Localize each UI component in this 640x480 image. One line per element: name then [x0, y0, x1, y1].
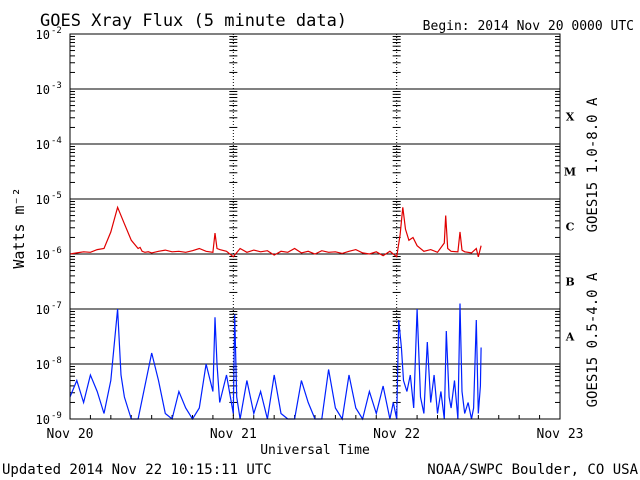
flare-class-label: X — [566, 111, 575, 124]
flare-class-label: B — [565, 276, 574, 289]
gridlines — [70, 34, 560, 419]
y-tick-exponent: -3 — [51, 81, 62, 91]
x-tick-label: Nov 23 — [537, 427, 584, 442]
y-tick-label: 10 — [36, 248, 50, 262]
x-axis-label: Universal Time — [260, 443, 370, 458]
flare-class-label: C — [566, 221, 575, 234]
y-tick-labels: 10-910-810-710-610-510-410-310-2 — [36, 26, 62, 427]
y-tick-exponent: -9 — [51, 411, 62, 421]
series-line-long — [69, 205, 482, 258]
x-tick-label: Nov 20 — [47, 427, 94, 442]
x-tick-label: Nov 22 — [373, 427, 420, 442]
minor-ticks — [69, 36, 561, 419]
y-tick-label: 10 — [36, 28, 50, 42]
x-tick-label: Nov 21 — [210, 427, 257, 442]
updated-label: Updated 2014 Nov 22 10:15:11 UTC — [2, 462, 272, 478]
credit-label: NOAA/SWPC Boulder, CO USA — [427, 462, 638, 478]
y-tick-exponent: -8 — [51, 356, 62, 366]
begin-label: Begin: 2014 Nov 20 0000 UTC — [423, 19, 634, 34]
y-tick-label: 10 — [36, 138, 50, 152]
y-tick-exponent: -4 — [51, 136, 62, 146]
x-tick-labels: Nov 20 Nov 21 Nov 22 Nov 23 — [47, 427, 584, 442]
legend-long-channel: GOES15 1.0-8.0 A — [585, 97, 601, 232]
y-tick-label: 10 — [36, 303, 50, 317]
y-tick-label: 10 — [36, 83, 50, 97]
y-axis-label: Watts m⁻² — [10, 187, 28, 268]
flare-class-label: M — [564, 166, 576, 179]
y-tick-exponent: -7 — [51, 301, 62, 311]
plot-frame — [69, 33, 561, 420]
y-tick-exponent: -6 — [51, 246, 62, 256]
flare-class-labels: A B C M X — [564, 111, 576, 344]
y-tick-exponent: -2 — [51, 26, 62, 36]
y-tick-label: 10 — [36, 358, 50, 372]
y-tick-exponent: -5 — [51, 191, 62, 201]
flare-class-label: A — [565, 331, 575, 344]
y-tick-label: 10 — [36, 193, 50, 207]
chart-title: GOES Xray Flux (5 minute data) — [40, 11, 347, 31]
legend-short-channel: GOES15 0.5-4.0 A — [585, 272, 601, 407]
y-tick-label: 10 — [36, 413, 50, 427]
